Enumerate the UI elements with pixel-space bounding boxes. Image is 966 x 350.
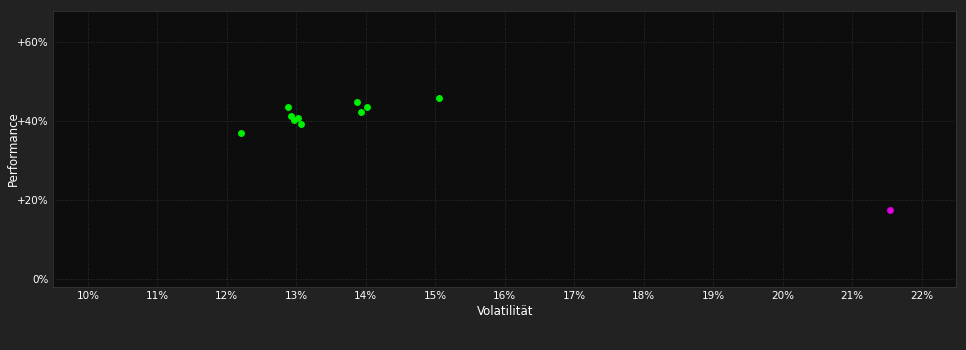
X-axis label: Volatilität: Volatilität [476,305,533,318]
Point [883,207,898,213]
Point [233,130,248,136]
Y-axis label: Performance: Performance [7,111,19,186]
Point [294,121,309,127]
Point [431,96,446,101]
Point [280,105,296,110]
Point [290,115,305,121]
Point [359,105,375,110]
Point [354,109,369,115]
Point [287,118,302,123]
Point [283,113,298,119]
Point [349,99,364,105]
